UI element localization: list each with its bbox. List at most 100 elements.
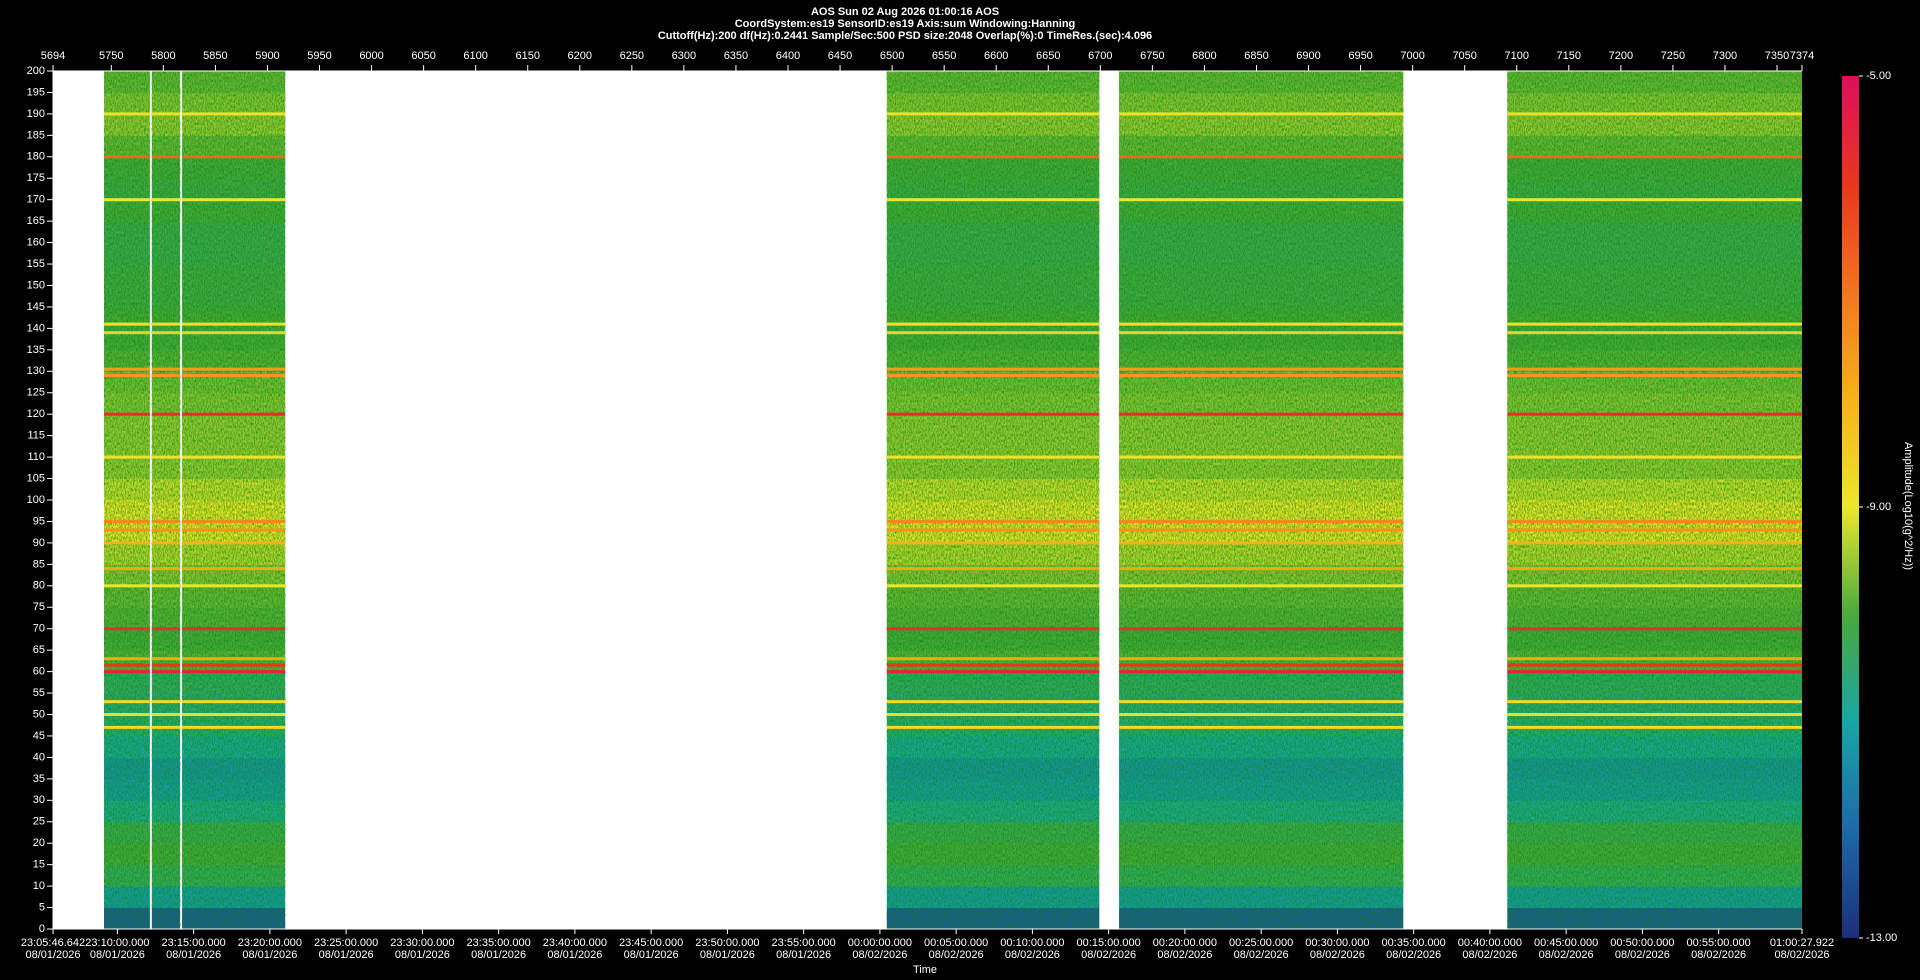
tonal-line xyxy=(1119,519,1404,523)
tonal-line xyxy=(1507,155,1802,159)
x-tick-label: 6850 xyxy=(1244,50,1268,62)
x-tick-label: 6550 xyxy=(932,50,956,62)
tonal-line xyxy=(182,670,286,674)
time-tick-date: 08/01/2026 xyxy=(700,949,755,961)
y-tick-label: 60 xyxy=(33,666,45,678)
tonal-line xyxy=(151,528,181,532)
colorbar-tick-label: -9.00 xyxy=(1866,501,1891,513)
tonal-line xyxy=(1507,519,1802,523)
tonal-line xyxy=(151,412,181,416)
tonal-line xyxy=(1507,322,1802,326)
time-tick-date: 08/01/2026 xyxy=(242,949,297,961)
tonal-line xyxy=(1119,455,1404,459)
y-tick-label: 115 xyxy=(27,430,45,442)
time-tick-label: 00:50:00.000 xyxy=(1610,937,1674,949)
y-tick-label: 75 xyxy=(33,601,45,613)
tonal-line xyxy=(151,713,181,716)
tonal-line xyxy=(1119,374,1404,378)
x-tick-label: 6600 xyxy=(984,50,1008,62)
tonal-line xyxy=(151,155,181,159)
tonal-line xyxy=(182,331,286,335)
tonal-line xyxy=(886,657,1100,661)
tonal-line xyxy=(182,519,286,523)
tonal-line xyxy=(1507,670,1802,674)
y-tick-label: 70 xyxy=(33,623,45,635)
tonal-line xyxy=(1119,528,1404,532)
tonal-line xyxy=(104,713,150,716)
tonal-line xyxy=(104,657,150,661)
time-tick-label: 23:50:00.000 xyxy=(695,937,759,949)
time-tick-label: 00:10:00.000 xyxy=(1000,937,1064,949)
tonal-line xyxy=(182,412,286,416)
time-tick-date: 08/01/2026 xyxy=(166,949,221,961)
time-tick-date: 08/01/2026 xyxy=(471,949,526,961)
y-tick-label: 190 xyxy=(27,108,45,120)
tonal-line xyxy=(886,412,1100,416)
tonal-line xyxy=(151,670,181,674)
tonal-line xyxy=(1507,700,1802,704)
x-tick-label: 6800 xyxy=(1192,50,1216,62)
time-tick-date: 08/02/2026 xyxy=(1081,949,1136,961)
tonal-line xyxy=(182,322,286,326)
tonal-line xyxy=(182,374,286,378)
tonal-line xyxy=(1119,725,1404,729)
tonal-line xyxy=(886,374,1100,378)
tonal-line xyxy=(182,663,286,667)
colorbar-tick-label: -5.00 xyxy=(1866,70,1891,82)
noise-texture xyxy=(182,71,286,929)
y-tick-label: 155 xyxy=(27,258,45,270)
tonal-line xyxy=(1119,331,1404,335)
tonal-line xyxy=(1119,657,1404,661)
tonal-line xyxy=(182,713,286,716)
x-tick-label: 6450 xyxy=(828,50,852,62)
tonal-line xyxy=(104,519,150,523)
time-tick-label: 23:15:00.000 xyxy=(162,937,226,949)
tonal-line xyxy=(1119,713,1404,716)
y-tick-label: 20 xyxy=(33,837,45,849)
y-tick-label: 180 xyxy=(27,151,45,163)
tonal-line xyxy=(1119,663,1404,667)
segment xyxy=(886,71,1100,930)
tonal-line xyxy=(886,670,1100,674)
time-tick-label: 23:20:00.000 xyxy=(238,937,302,949)
time-tick-label: 23:55:00.000 xyxy=(772,937,836,949)
tonal-line xyxy=(182,725,286,729)
tonal-line xyxy=(1507,455,1802,459)
y-tick-label: 5 xyxy=(39,901,45,913)
chart-title: AOS Sun 02 Aug 2026 01:00:16 AOS xyxy=(811,6,999,18)
y-tick-label: 130 xyxy=(27,365,45,377)
x-tick-label: 6350 xyxy=(724,50,748,62)
y-tick-label: 125 xyxy=(27,387,45,399)
y-tick-label: 150 xyxy=(27,279,45,291)
noise-texture xyxy=(1119,71,1404,929)
y-tick-label: 10 xyxy=(33,880,45,892)
x-tick-label: 7050 xyxy=(1452,50,1476,62)
tonal-line xyxy=(886,584,1100,588)
colorbar-tick-label: -13.00 xyxy=(1866,932,1897,944)
tonal-line xyxy=(886,331,1100,335)
time-tick-label: 00:55:00.000 xyxy=(1687,937,1751,949)
y-tick-label: 145 xyxy=(27,301,45,313)
y-tick-label: 90 xyxy=(33,537,45,549)
tonal-line xyxy=(1507,331,1802,335)
time-tick-date: 08/01/2026 xyxy=(319,949,374,961)
tonal-line xyxy=(104,670,150,674)
segment xyxy=(1119,71,1404,930)
tonal-line xyxy=(151,455,181,459)
y-tick-label: 30 xyxy=(33,794,45,806)
time-tick-date: 08/02/2026 xyxy=(929,949,984,961)
tonal-line xyxy=(104,541,150,545)
tonal-line xyxy=(1119,541,1404,545)
x-tick-label: 6300 xyxy=(672,50,696,62)
tonal-line xyxy=(1507,584,1802,588)
tonal-line xyxy=(182,627,286,631)
tonal-line xyxy=(104,331,150,335)
time-tick-label: 00:40:00.000 xyxy=(1458,937,1522,949)
tonal-line xyxy=(886,541,1100,545)
noise-texture xyxy=(1507,71,1802,929)
tonal-line xyxy=(182,198,286,202)
tonal-line xyxy=(1119,567,1404,571)
tonal-line xyxy=(1507,412,1802,416)
tonal-line xyxy=(886,528,1100,532)
tonal-line xyxy=(1119,627,1404,631)
